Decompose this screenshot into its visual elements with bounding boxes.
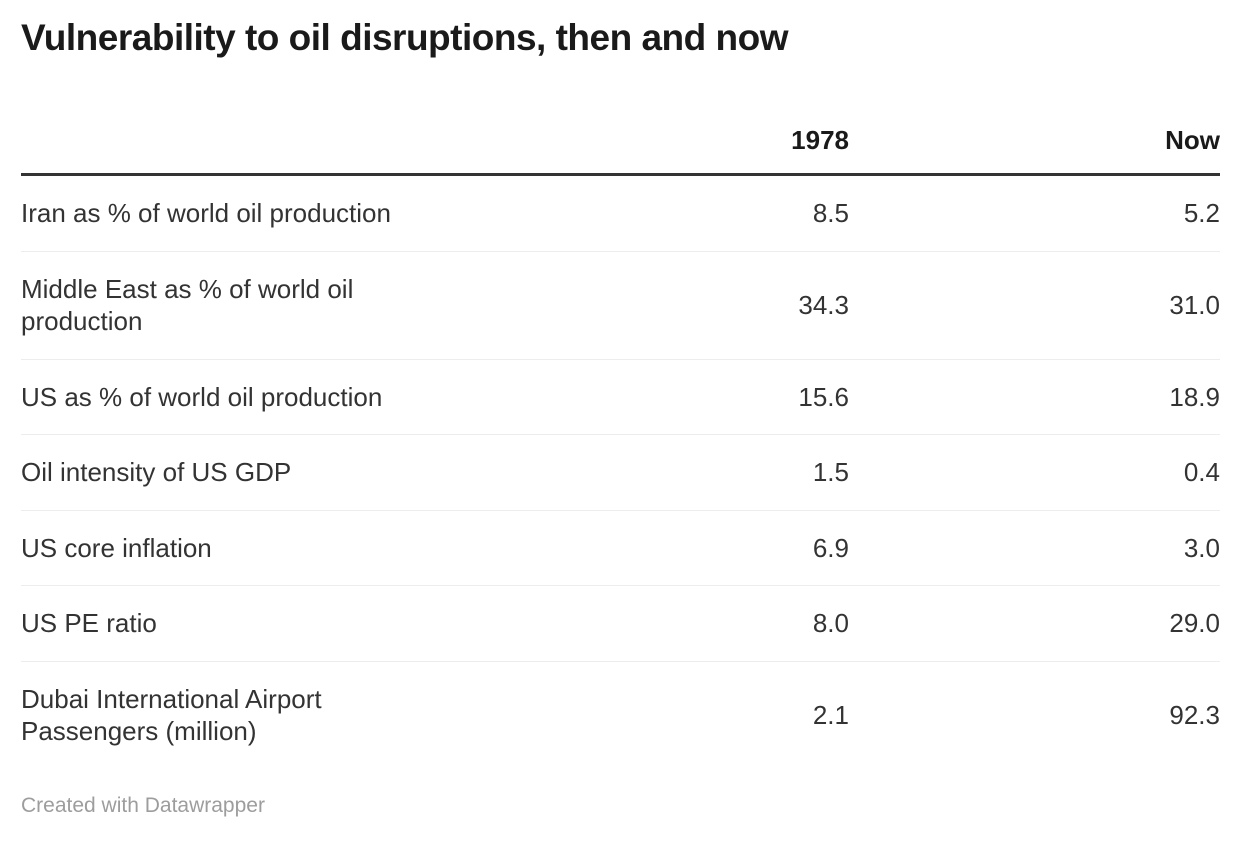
table-row: Middle East as % of world oil production… — [21, 251, 1220, 360]
value-1978: 8.0 — [481, 585, 849, 662]
table-row: Oil intensity of US GDP 1.5 0.4 — [21, 434, 1220, 511]
table-row: US PE ratio 8.0 29.0 — [21, 585, 1220, 662]
table-row: Dubai International Airport Passengers (… — [21, 661, 1220, 769]
column-header-blank — [21, 60, 481, 176]
row-label: US PE ratio — [21, 585, 481, 662]
value-now: 31.0 — [849, 251, 1220, 360]
value-1978: 8.5 — [481, 174, 849, 252]
chart-title: Vulnerability to oil disruptions, then a… — [21, 17, 789, 58]
value-now: 5.2 — [849, 174, 1220, 252]
value-now: 3.0 — [849, 510, 1220, 586]
datawrapper-credit-link[interactable]: Datawrapper — [144, 793, 265, 817]
column-header-now: Now — [849, 60, 1220, 176]
table-row: US as % of world oil production 15.6 18.… — [21, 359, 1220, 435]
value-1978: 2.1 — [812, 699, 849, 730]
table-row: Iran as % of world oil production 8.5 5.… — [21, 174, 1220, 252]
header-row: 1978 Now — [21, 60, 1220, 176]
value-1978: 15.6 — [481, 359, 849, 435]
row-label: Dubai International Airport Passengers (… — [21, 683, 322, 747]
table-row: US core inflation 6.9 3.0 — [21, 510, 1220, 586]
value-1978: 1.5 — [481, 434, 849, 511]
footer-credit: Created with Datawrapper — [21, 793, 1220, 818]
column-header-1978: 1978 — [481, 60, 849, 176]
value-1978: 34.3 — [481, 251, 849, 360]
value-now: 18.9 — [849, 359, 1220, 435]
credit-prefix-text: Created with — [21, 793, 145, 817]
row-label: Middle East as % of world oil production — [21, 251, 481, 360]
row-label: Oil intensity of US GDP — [21, 434, 481, 511]
value-now: 29.0 — [849, 585, 1220, 662]
value-now: 0.4 — [849, 434, 1220, 511]
row-label: US as % of world oil production — [21, 359, 481, 435]
value-now: 92.3 — [1169, 699, 1220, 730]
value-1978: 6.9 — [481, 510, 849, 586]
row-label: Iran as % of world oil production — [21, 174, 481, 252]
row-label: US core inflation — [21, 510, 481, 586]
datawrapper-table-chart: Vulnerability to oil disruptions, then a… — [0, 16, 1240, 818]
data-table: 1978 Now Iran as % of world oil producti… — [21, 60, 1220, 769]
